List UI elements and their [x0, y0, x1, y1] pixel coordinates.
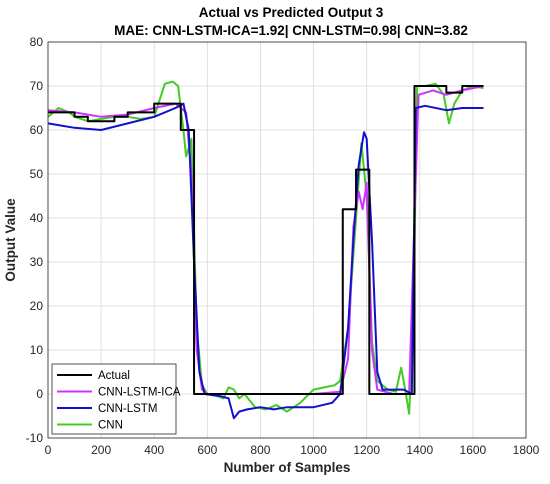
chart-title: Actual vs Predicted Output 3	[199, 5, 384, 20]
y-tick-label: 0	[36, 387, 43, 401]
x-tick-label: 800	[250, 443, 270, 457]
x-tick-label: 200	[91, 443, 111, 457]
legend-label-cnn-lstm: CNN-LSTM	[98, 403, 157, 415]
plot-frame	[47, 41, 527, 439]
legend: Actual CNN-LSTM-ICA CNN-LSTM CNN	[51, 363, 181, 435]
y-axis-label: Output Value	[3, 198, 18, 282]
y-tick-label: 60	[30, 123, 44, 137]
legend-label-actual: Actual	[98, 370, 130, 382]
x-tick-label: 400	[144, 443, 164, 457]
legend-label-cnn: CNN	[98, 420, 123, 432]
tick-labels: 0 200 400 600 800 1000 1200 1400 1600 1800-100102…	[26, 35, 540, 457]
series-line-cnn-lstm	[47, 102, 484, 420]
y-tick-label: 30	[30, 255, 44, 269]
x-tick-label: 600	[197, 443, 217, 457]
x-tick-label: 1800	[513, 443, 540, 457]
x-axis-label: Number of Samples	[224, 460, 351, 475]
y-tick-label: 40	[30, 211, 44, 225]
x-tick-label: 1400	[406, 443, 433, 457]
series-layer	[47, 80, 484, 420]
x-tick-label: 1600	[460, 443, 487, 457]
x-tick-label: 1000	[300, 443, 327, 457]
x-tick-label: 1200	[353, 443, 380, 457]
chart-subtitle: MAE: CNN-LSTM-ICA=1.92| CNN-LSTM=0.98| C…	[114, 23, 468, 38]
y-tick-label: 80	[30, 35, 44, 49]
y-tick-label: 20	[30, 299, 44, 313]
series-line-actual	[48, 85, 484, 395]
legend-label-cnn-lstm-ica: CNN-LSTM-ICA	[98, 387, 181, 399]
y-tick-label: -10	[26, 431, 44, 445]
x-tick-label: 0	[45, 443, 52, 457]
y-tick-label: 50	[30, 167, 44, 181]
y-tick-label: 70	[30, 79, 44, 93]
y-tick-label: 10	[30, 343, 44, 357]
